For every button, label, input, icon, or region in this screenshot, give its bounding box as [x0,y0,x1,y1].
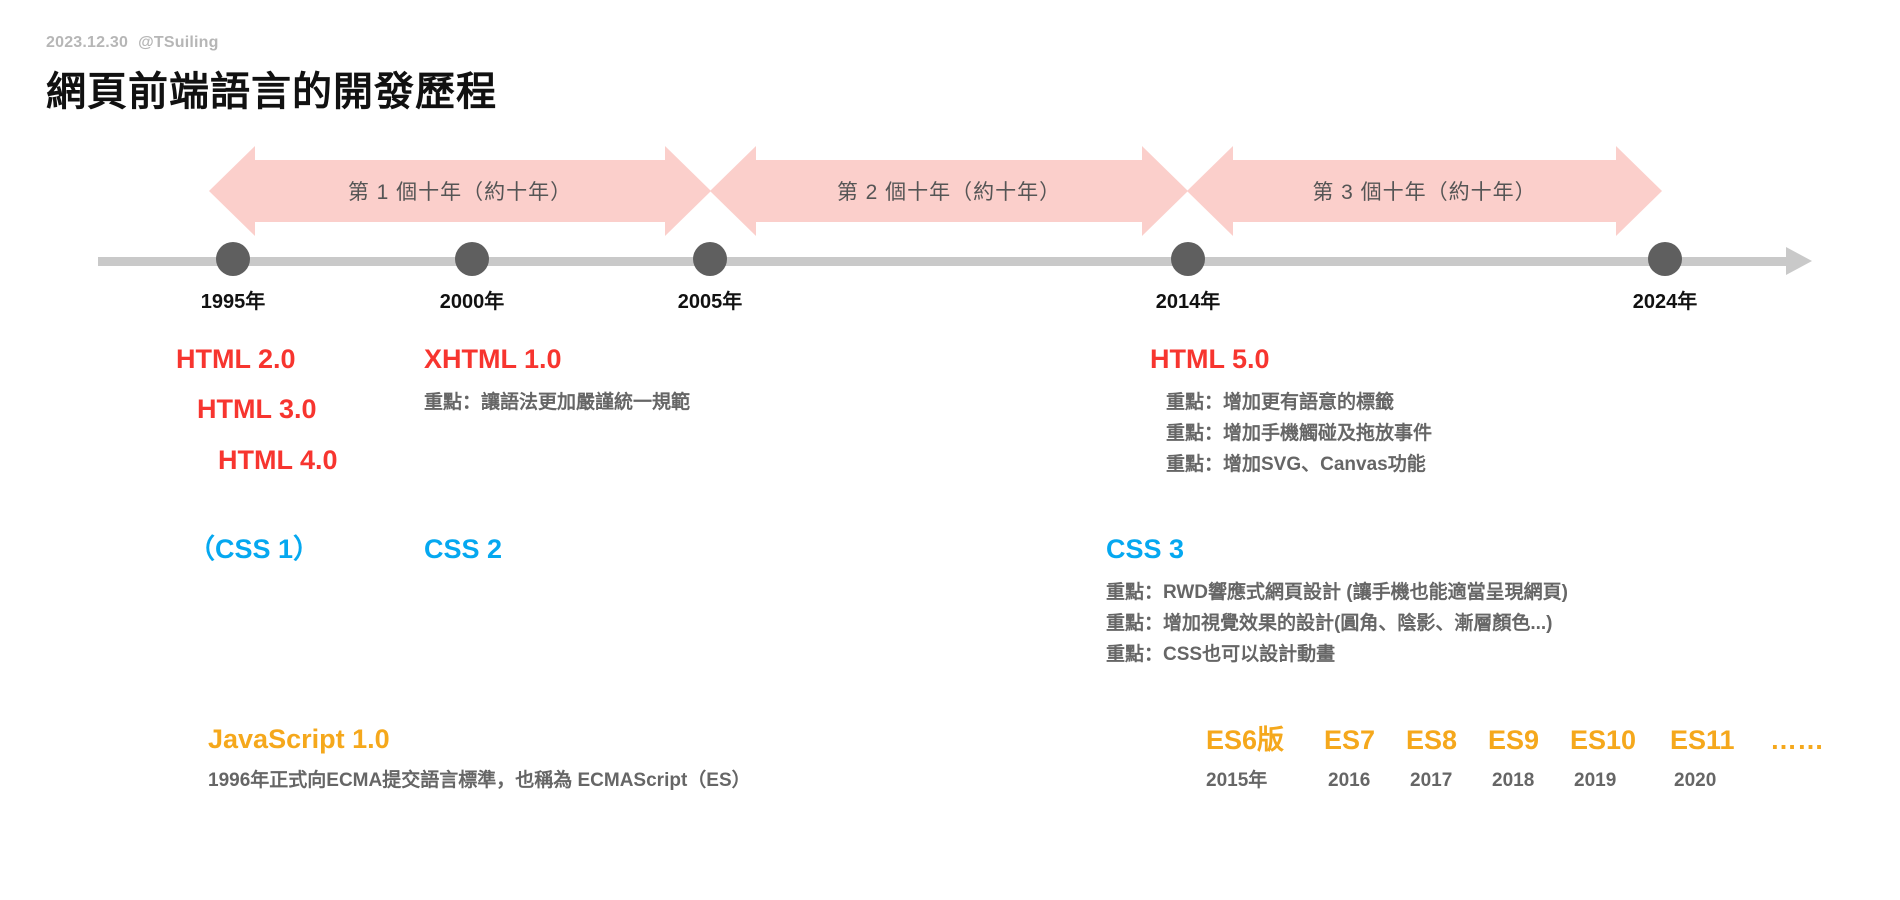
arrow-left-icon [710,146,756,236]
byline-handle: @TSuiling [138,34,219,51]
css3-note: 重點：RWD響應式網頁設計 (讓手機也能適當呈現網頁) [1106,582,1568,604]
es-year-label: 2015年 [1206,770,1268,791]
decade-arrow-1: 第 1 個十年（約十年） [209,146,711,236]
timeline-year-label: 2000年 [439,291,505,313]
xhtml-title: XHTML 1.0 [424,344,562,374]
es-year-label: 2016 [1328,770,1371,791]
html5-title: HTML 5.0 [1150,344,1270,374]
timeline-dot [455,242,489,276]
css1-title: （CSS 1） [188,534,321,564]
css1-block: （CSS 1） [188,530,320,568]
timeline-dot [1171,242,1205,276]
es-year-label: 2017 [1410,770,1453,791]
timeline-dot [693,242,727,276]
decade-label: 第 2 個十年（約十年） [836,181,1062,204]
arrow-left-icon [1187,146,1233,236]
html5-note: 重點：增加SVG、Canvas功能 [1166,453,1426,475]
es-version-label: ES8 [1406,725,1458,755]
es-year-label: 2020 [1674,770,1717,791]
css2-title: CSS 2 [424,534,503,564]
arrow-left-icon [209,146,255,236]
timeline-year-label: 2005年 [677,291,743,313]
javascript-title: JavaScript 1.0 [208,724,390,754]
es-version-label: ES7 [1324,725,1376,755]
html5-note: 重點：增加更有語意的標籤 [1166,392,1395,414]
html5-notes: 重點：增加更有語意的標籤重點：增加手機觸碰及拖放事件 重點：增加SVG、Canva… [1166,388,1432,480]
arrow-right-icon [1142,146,1188,236]
xhtml-block: XHTML 1.0 重點：讓語法更加嚴謹統一規範 [424,340,690,419]
es-version-label: ES9 [1488,725,1540,755]
es-version-label: ES6版 [1206,725,1285,755]
html-version-label: HTML 3.0 [197,394,317,425]
decade-arrow-2: 第 2 個十年（約十年） [710,146,1188,236]
html-early-versions: HTML 2.0 HTML 3.0 HTML 4.0 [176,340,338,479]
byline-date: 2023.12.30 [46,34,129,51]
decade-label: 第 1 個十年（約十年） [347,181,573,204]
axis-line [98,257,1788,266]
html-version-label: HTML 2.0 [176,344,296,374]
es-version-label: ES11 [1670,725,1735,755]
axis-arrow-icon [1786,247,1812,275]
es-year-label: 2018 [1492,770,1535,791]
css3-block: CSS 3 重點：RWD響應式網頁設計 (讓手機也能適當呈現網頁) 重點：增加視覺… [1106,530,1568,671]
timeline-year-label: 1995年 [200,291,266,313]
byline: 2023.12.30 @TSuiling [46,34,497,52]
arrow-right-icon [665,146,711,236]
html-version-label: HTML 4.0 [218,444,338,475]
css3-notes: 重點：RWD響應式網頁設計 (讓手機也能適當呈現網頁) 重點：增加視覺效果的設計(… [1106,578,1568,670]
decade-band: 第 1 個十年（約十年） 第 2 個十年（約十年） 第 3 個十年（約十年） [0,146,1900,236]
es-version-label: ES10 [1570,725,1637,755]
css3-note: 重點：CSS也可以設計動畫 [1106,643,1336,665]
timeline-dot [1648,242,1682,276]
javascript-note: 1996年正式向ECMA提交語言標準，也稱為 ECMAScript（ES） [208,770,751,792]
css2-block: CSS 2 [424,530,502,568]
css3-note: 重點：增加視覺效果的設計(圓角、陰影、漸層顏色...) [1106,613,1553,635]
xhtml-note: 重點：讓語法更加嚴謹統一規範 [424,392,691,414]
es-versions-row: ES6版 ES7 ES8 ES9 ES10 ES11 …… [1206,718,1824,757]
xhtml-notes: 重點：讓語法更加嚴謹統一規範 [424,388,690,419]
page-title: 網頁前端語言的開發歷程 [46,70,497,114]
timeline-dot [216,242,250,276]
es-version-label: …… [1770,725,1824,755]
timeline-year-label: 2014年 [1155,291,1221,313]
es-versions-block: ES6版 ES7 ES8 ES9 ES10 ES11…… 2015年 2016 2017 201… [1206,718,1824,792]
timeline-axis: 1995年 2000年 2005年 2014年 2024年 [0,242,1900,313]
page-header: 2023.12.30 @TSuiling 網頁前端語言的開發歷程 [46,34,497,117]
timeline-year-label: 2024年 [1632,291,1698,313]
decade-label: 第 3 個十年（約十年） [1312,181,1537,204]
javascript-block: JavaScript 1.0 1996年正式向ECMA提交語言標準，也稱為 EC… [208,720,751,797]
html5-note: 重點：增加手機觸碰及拖放事件 [1166,423,1433,445]
html5-block: HTML 5.0 重點：增加更有語意的標籤重點：增加手機觸碰及拖放事件 重點：增加… [1150,340,1432,481]
css3-title: CSS 3 [1106,534,1185,564]
arrow-right-icon [1616,146,1662,236]
es-years-row: 2015年 2016 2017 2018 2019 2020 [1206,765,1824,792]
decade-arrow-3: 第 3 個十年（約十年） [1187,146,1662,236]
es-year-label: 2019 [1574,770,1617,791]
